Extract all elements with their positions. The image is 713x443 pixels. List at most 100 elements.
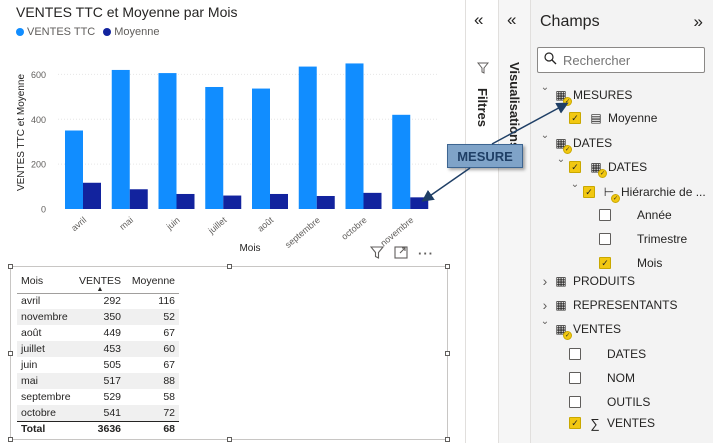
- table-cell: 67: [163, 359, 176, 371]
- field-node-outils[interactable]: OUTILS: [531, 391, 713, 413]
- legend-label-moyenne: Moyenne: [114, 26, 160, 38]
- field-label: PRODUITS: [573, 274, 636, 288]
- chevron-down-icon[interactable]: ⌄: [540, 130, 550, 141]
- table-row[interactable]: octobre 541 72: [17, 405, 180, 421]
- chevron-right-icon[interactable]: ›: [542, 273, 548, 289]
- x-tick-label-novembre: novembre: [378, 215, 415, 248]
- sort-descending-icon: ▲: [96, 285, 104, 293]
- field-checkbox[interactable]: [599, 233, 611, 245]
- field-node-nom[interactable]: NOM: [531, 367, 713, 389]
- fields-search-box[interactable]: [537, 47, 705, 73]
- in-use-check-badge: ✓: [611, 194, 620, 203]
- calculator-icon: ▤: [590, 111, 602, 125]
- field-node-mesures[interactable]: ⌄ ▦ ✓ MESURES: [531, 82, 713, 106]
- bar-ventes-ttc-novembre: [392, 114, 411, 209]
- table-total-row[interactable]: Total 3636 68: [17, 420, 180, 437]
- resize-handle-bm[interactable]: [227, 437, 232, 442]
- table-row[interactable]: juin 505 67: [17, 357, 179, 373]
- field-node-moyenne[interactable]: ✓ ▤ Moyenne: [531, 107, 713, 129]
- legend-item-moyenne[interactable]: Moyenne: [103, 26, 160, 38]
- expand-filters-chevron-icon[interactable]: «: [474, 10, 484, 29]
- field-checkbox[interactable]: [569, 372, 581, 384]
- field-checkbox[interactable]: ✓: [569, 417, 581, 429]
- fields-pane: Champs » ⌄▦✓MESURES✓▤Moyenne⌄▦✓DATES⌄✓▦✓…: [530, 0, 713, 443]
- field-node-ventes[interactable]: ⌄ ▦ ✓ VENTES: [531, 316, 713, 340]
- sigma-icon: ∑: [590, 415, 600, 431]
- field-node-produits[interactable]: › ▦ PRODUITS: [531, 270, 713, 292]
- field-label: OUTILS: [607, 395, 651, 409]
- table-cell: octobre: [17, 405, 75, 421]
- x-axis-title: Mois: [239, 243, 260, 254]
- field-label: VENTES: [607, 416, 656, 430]
- resize-handle-mr[interactable]: [445, 351, 450, 356]
- field-checkbox[interactable]: ✓: [569, 112, 581, 124]
- bar-moyenne-août: [270, 193, 288, 209]
- field-node-mois[interactable]: ✓ Mois: [531, 252, 713, 274]
- field-node-dates[interactable]: ⌄ ▦ ✓ DATES: [531, 130, 713, 154]
- resize-handle-ml[interactable]: [8, 351, 13, 356]
- resize-handle-tl[interactable]: [8, 264, 13, 269]
- field-node-dates[interactable]: ⌄ ✓ ▦ ✓ DATES: [531, 154, 713, 178]
- legend-item-ventes[interactable]: VENTES TTC: [16, 26, 95, 38]
- filter-icon[interactable]: [369, 246, 385, 262]
- field-node-dates[interactable]: DATES: [531, 343, 713, 365]
- field-checkbox[interactable]: ✓: [583, 186, 595, 198]
- field-checkbox[interactable]: [599, 209, 611, 221]
- field-node-hiérarchie-de[interactable]: ⌄ ✓ ⊢ ✓ Hiérarchie de ...: [531, 179, 713, 203]
- fields-search-input[interactable]: [563, 52, 693, 68]
- bar-chart[interactable]: 0 200 400 600 VENTES TTC et Moyenne Mois avril…: [0, 40, 440, 260]
- chevron-down-icon[interactable]: ⌄: [540, 316, 550, 327]
- table-row[interactable]: novembre 350 52: [17, 309, 180, 325]
- field-node-ventes[interactable]: ✓ ∑ VENTES: [531, 412, 713, 434]
- table-row[interactable]: juillet 453 60: [17, 341, 180, 357]
- column-header-moyenne[interactable]: Moyenne: [125, 271, 180, 294]
- table-cell: juin: [21, 359, 38, 371]
- table-row[interactable]: avril 292 116: [17, 293, 179, 309]
- table-cell: septembre: [21, 391, 71, 403]
- table-cell: 529: [103, 391, 122, 403]
- table-cell: mai: [17, 373, 75, 389]
- column-header-ventes[interactable]: VENTES ▲: [75, 271, 126, 294]
- chevron-right-icon[interactable]: ›: [542, 297, 548, 313]
- field-node-representants[interactable]: › ▦ REPRESENTANTS: [531, 294, 713, 316]
- calendar-icon: ▦ ✓: [590, 160, 607, 178]
- field-label: Trimestre: [637, 232, 688, 246]
- table-visual[interactable]: Mois VENTES ▲ Moyenne avril 292 116 novembre…: [8, 264, 450, 442]
- table-row[interactable]: mai 517 88: [17, 373, 180, 389]
- field-checkbox[interactable]: [569, 396, 581, 408]
- field-label: MESURES: [573, 88, 633, 102]
- field-label: DATES: [608, 160, 648, 174]
- expand-visualizations-chevron-icon[interactable]: «: [507, 10, 517, 29]
- resize-handle-bl[interactable]: [8, 437, 13, 442]
- legend-label-ventes: VENTES TTC: [27, 26, 96, 38]
- hierarchy-icon: ⊢ ✓: [603, 185, 620, 203]
- field-checkbox[interactable]: [569, 348, 581, 360]
- field-node-trimestre[interactable]: Trimestre: [531, 228, 713, 250]
- field-node-année[interactable]: Année: [531, 204, 713, 226]
- in-use-check-badge: ✓: [563, 145, 572, 154]
- collapse-fields-chevron-icon[interactable]: »: [693, 12, 703, 31]
- table-row[interactable]: août 449 67: [17, 325, 179, 341]
- x-tick-label-avril: avril: [69, 215, 88, 233]
- chevron-down-icon[interactable]: ⌄: [570, 179, 580, 190]
- chevron-down-icon[interactable]: ⌄: [540, 82, 550, 93]
- visualizations-pane-collapsed[interactable]: « Visualisations: [498, 0, 530, 443]
- data-table: Mois VENTES ▲ Moyenne avril 292 116 novembre…: [17, 271, 180, 437]
- field-checkbox[interactable]: ✓: [599, 257, 611, 269]
- table-icon: ▦ ✓: [555, 136, 572, 154]
- x-tick-label-juin: juin: [164, 215, 182, 232]
- table-cell: 517: [75, 373, 126, 389]
- chevron-down-icon[interactable]: ⌄: [556, 154, 566, 165]
- more-options-icon[interactable]: ···: [418, 246, 434, 261]
- field-checkbox[interactable]: ✓: [569, 161, 581, 173]
- resize-handle-tr[interactable]: [445, 264, 450, 269]
- table-cell: 116: [158, 295, 176, 308]
- resize-handle-br[interactable]: [445, 437, 450, 442]
- column-header-mois[interactable]: Mois: [17, 271, 75, 294]
- focus-mode-icon[interactable]: [394, 246, 408, 262]
- resize-handle-tm[interactable]: [227, 264, 232, 269]
- bar-moyenne-juillet: [223, 195, 242, 209]
- table-row[interactable]: septembre 529 58: [17, 389, 179, 405]
- table-icon: ▦: [555, 298, 567, 312]
- filters-pane-collapsed[interactable]: « Filtres: [465, 0, 498, 443]
